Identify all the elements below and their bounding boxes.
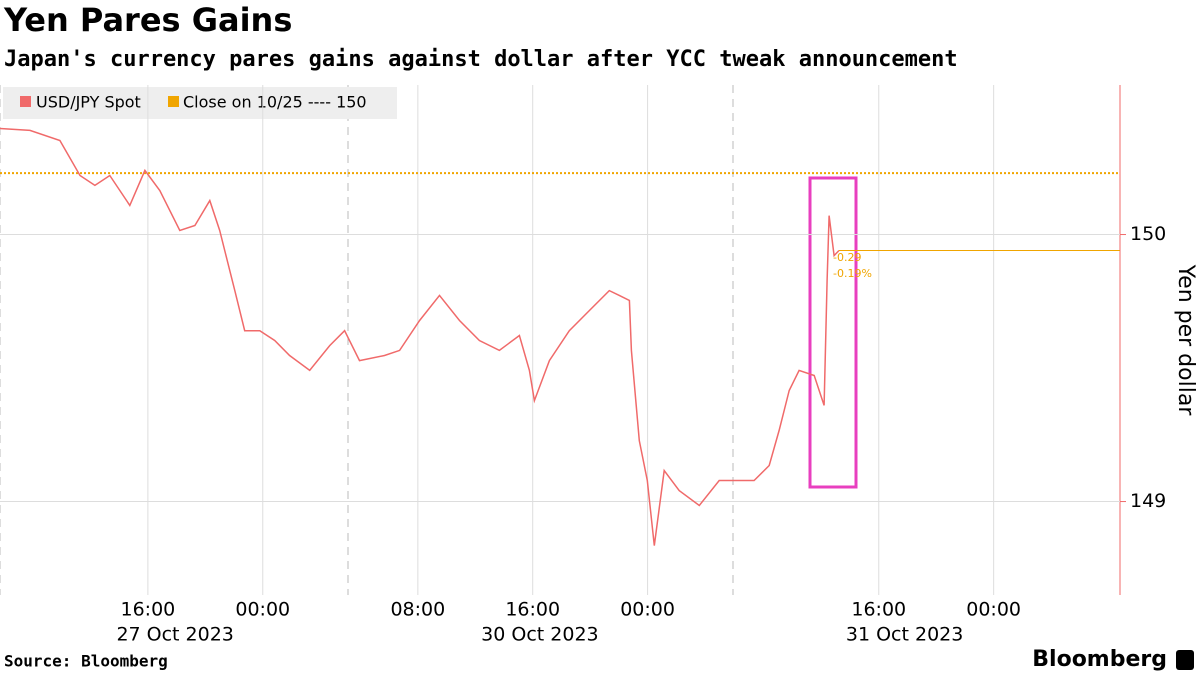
source: Source: Bloomberg [4, 652, 168, 671]
x-date-label: 27 Oct 2023 [116, 624, 233, 646]
price-line [0, 127, 840, 546]
annotation: -0.29 [833, 251, 861, 264]
chart-subtitle: Japan's currency pares gains against dol… [4, 47, 958, 72]
x-tick-label: 16:00 [851, 599, 906, 621]
x-date-label: 30 Oct 2023 [481, 624, 598, 646]
x-date-label: 31 Oct 2023 [846, 624, 963, 646]
annotation: -0.19% [833, 267, 872, 280]
chart-title: Yen Pares Gains [3, 1, 292, 39]
legend-swatch [20, 96, 31, 107]
y-tick-label: 149 [1130, 490, 1166, 512]
x-tick-label: 00:00 [235, 599, 290, 621]
legend-swatch [168, 96, 179, 107]
x-tick-label: 00:00 [966, 599, 1021, 621]
legend-label: USD/JPY Spot [36, 93, 141, 112]
legend-label: Close on 10/25 ---- 150 [183, 93, 367, 112]
x-tick-label: 08:00 [390, 599, 445, 621]
brand-icon [1176, 650, 1194, 670]
x-tick-label: 16:00 [505, 599, 560, 621]
brand: Bloomberg [1032, 647, 1167, 672]
day-separators [0, 85, 734, 595]
legend-box [3, 87, 397, 119]
highlight-box [808, 176, 858, 489]
y-axis-title: Yen per dollar [1173, 264, 1198, 417]
y-tick-label: 150 [1130, 223, 1166, 245]
x-tick-label: 16:00 [121, 599, 176, 621]
x-tick-label: 00:00 [620, 599, 675, 621]
